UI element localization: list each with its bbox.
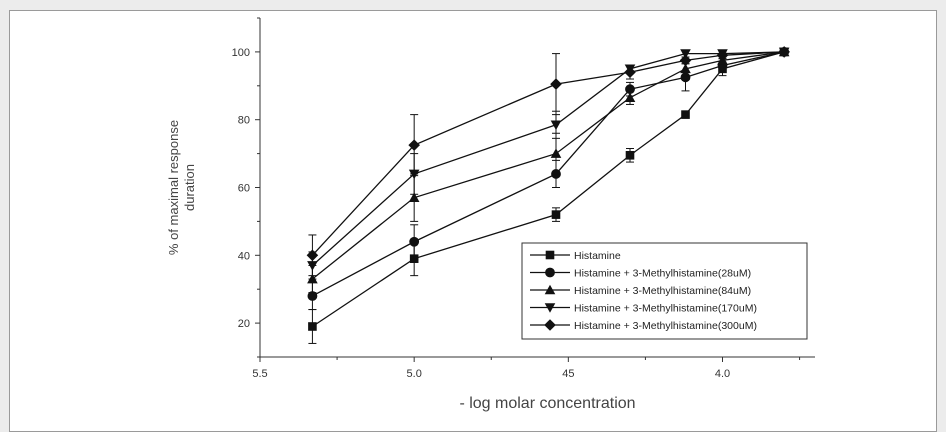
data-point bbox=[716, 49, 729, 62]
data-point bbox=[679, 54, 692, 67]
data-point bbox=[307, 291, 318, 301]
data-point bbox=[680, 49, 691, 59]
y-axis-label: % of maximal responseduration bbox=[166, 120, 197, 255]
data-point bbox=[409, 236, 420, 247]
data-point bbox=[551, 210, 561, 219]
legend-marker bbox=[544, 284, 556, 295]
x-tick-label: 5.0 bbox=[407, 368, 422, 380]
legend-label: Histamine + 3-Methylhistamine(84uM) bbox=[574, 285, 751, 297]
legend-label: Histamine + 3-Methylhistamine(28uM) bbox=[574, 268, 751, 280]
series-line bbox=[311, 51, 785, 256]
data-point bbox=[550, 78, 562, 90]
data-point bbox=[408, 192, 420, 202]
chart-panel bbox=[9, 10, 937, 432]
y-tick-label: 80 bbox=[238, 115, 250, 127]
data-point bbox=[625, 84, 635, 95]
y-axis-label-line: duration bbox=[182, 164, 197, 211]
legend-marker bbox=[545, 267, 555, 278]
legend-label: Histamine + 3-Methylhistamine(170uM) bbox=[574, 303, 757, 315]
data-point bbox=[778, 46, 790, 58]
data-point bbox=[625, 150, 635, 160]
data-point bbox=[624, 92, 636, 102]
legend-label: Histamine + 3-Methylhistamine(300uM) bbox=[574, 320, 757, 332]
data-point bbox=[308, 322, 317, 331]
x-tick-label: 5.5 bbox=[252, 368, 267, 380]
data-point bbox=[306, 249, 319, 262]
data-point bbox=[550, 120, 562, 131]
data-point bbox=[680, 72, 691, 83]
data-point bbox=[624, 66, 636, 79]
line-chart: 20 40 60 80 100 5.5 5.0 45 4.0 - log molar concen… bbox=[166, 17, 815, 412]
x-axis-label: - log molar concentration bbox=[459, 395, 635, 412]
data-point bbox=[550, 148, 562, 158]
legend-label: Histamine bbox=[574, 250, 621, 262]
data-point bbox=[408, 139, 420, 151]
legend-marker bbox=[544, 303, 556, 313]
series-line bbox=[311, 51, 785, 266]
y-tick-label: 60 bbox=[238, 183, 250, 195]
data-point bbox=[681, 110, 690, 119]
series-5 bbox=[306, 46, 790, 277]
y-tick-label: 20 bbox=[238, 318, 250, 330]
y-tick-label: 100 bbox=[232, 47, 250, 59]
legend: Histamine Histamine + 3-Methylhistamine(2… bbox=[521, 242, 808, 340]
y-axis-label-line: % of maximal response bbox=[166, 120, 181, 255]
figure-frame: 20 40 60 80 100 5.5 5.0 45 4.0 - log molar concen… bbox=[9, 10, 937, 432]
y-tick-label: 40 bbox=[238, 250, 250, 262]
x-tick-label: 4.0 bbox=[715, 368, 730, 380]
legend-box bbox=[521, 242, 808, 340]
x-tick-label: 45 bbox=[562, 368, 574, 380]
legend-marker bbox=[544, 319, 556, 331]
legend-marker bbox=[545, 250, 555, 260]
data-point bbox=[680, 63, 691, 74]
